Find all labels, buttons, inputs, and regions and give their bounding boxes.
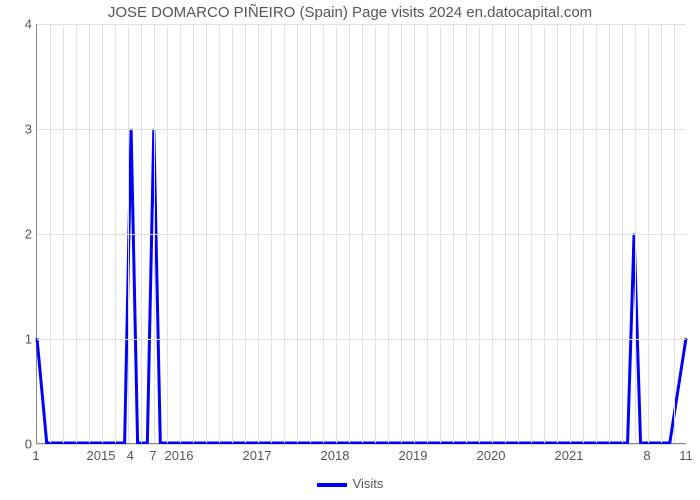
ytick-label: 3 — [4, 122, 32, 137]
ytick-label: 0 — [4, 437, 32, 452]
gridline-v-minor — [622, 24, 623, 443]
gridline-v-minor — [362, 24, 363, 443]
gridline-v-minor — [440, 24, 441, 443]
xtick-year: 2016 — [165, 448, 194, 463]
gridline-v-minor — [154, 24, 155, 443]
xtick-year: 2021 — [555, 448, 584, 463]
gridline-v-minor — [505, 24, 506, 443]
xtick-year: 2017 — [243, 448, 272, 463]
gridline-v-minor — [271, 24, 272, 443]
gridline-v-minor — [661, 24, 662, 443]
gridline-v-major — [102, 24, 103, 443]
xtick-below: 8 — [643, 448, 650, 463]
xtick-below: 11 — [679, 448, 693, 463]
gridline-v-minor — [76, 24, 77, 443]
gridline-v-major — [258, 24, 259, 443]
chart-title: JOSE DOMARCO PIÑEIRO (Spain) Page visits… — [0, 4, 700, 21]
xtick-year: 2019 — [399, 448, 428, 463]
xtick-year: 2020 — [477, 448, 506, 463]
xtick-year: 2018 — [321, 448, 350, 463]
xtick-year: 2015 — [87, 448, 116, 463]
gridline-v-minor — [609, 24, 610, 443]
gridline-h — [37, 444, 686, 445]
gridline-v-minor — [518, 24, 519, 443]
gridline-v-minor — [466, 24, 467, 443]
gridline-v-minor — [674, 24, 675, 443]
gridline-v-minor — [115, 24, 116, 443]
gridline-v-minor — [635, 24, 636, 443]
gridline-v-minor — [297, 24, 298, 443]
gridline-v-minor — [388, 24, 389, 443]
gridline-v-minor — [193, 24, 194, 443]
xtick-below: 7 — [149, 448, 156, 463]
gridline-v-minor — [206, 24, 207, 443]
gridline-v-minor — [427, 24, 428, 443]
gridline-v-minor — [50, 24, 51, 443]
ytick-label: 4 — [4, 17, 32, 32]
gridline-v-minor — [583, 24, 584, 443]
gridline-v-minor — [219, 24, 220, 443]
xtick-below: 4 — [127, 448, 134, 463]
gridline-v-minor — [531, 24, 532, 443]
gridline-v-minor — [544, 24, 545, 443]
ytick-label: 2 — [4, 227, 32, 242]
gridline-v-minor — [128, 24, 129, 443]
gridline-v-minor — [453, 24, 454, 443]
legend-swatch — [317, 483, 347, 487]
gridline-v-minor — [401, 24, 402, 443]
ytick-label: 1 — [4, 332, 32, 347]
gridline-v-major — [492, 24, 493, 443]
gridline-v-minor — [479, 24, 480, 443]
gridline-v-minor — [323, 24, 324, 443]
gridline-v-minor — [245, 24, 246, 443]
gridline-v-major — [336, 24, 337, 443]
plot-area — [36, 24, 686, 444]
legend: Visits — [0, 476, 700, 491]
gridline-v-major — [180, 24, 181, 443]
gridline-v-minor — [63, 24, 64, 443]
gridline-v-minor — [167, 24, 168, 443]
xtick-below: 1 — [32, 448, 39, 463]
gridline-v-minor — [89, 24, 90, 443]
gridline-v-minor — [596, 24, 597, 443]
legend-label: Visits — [353, 476, 384, 491]
gridline-v-minor — [141, 24, 142, 443]
gridline-v-minor — [349, 24, 350, 443]
gridline-v-minor — [375, 24, 376, 443]
gridline-v-major — [414, 24, 415, 443]
gridline-v-minor — [648, 24, 649, 443]
gridline-v-minor — [284, 24, 285, 443]
gridline-v-major — [570, 24, 571, 443]
gridline-v-minor — [232, 24, 233, 443]
gridline-v-minor — [310, 24, 311, 443]
gridline-v-minor — [557, 24, 558, 443]
